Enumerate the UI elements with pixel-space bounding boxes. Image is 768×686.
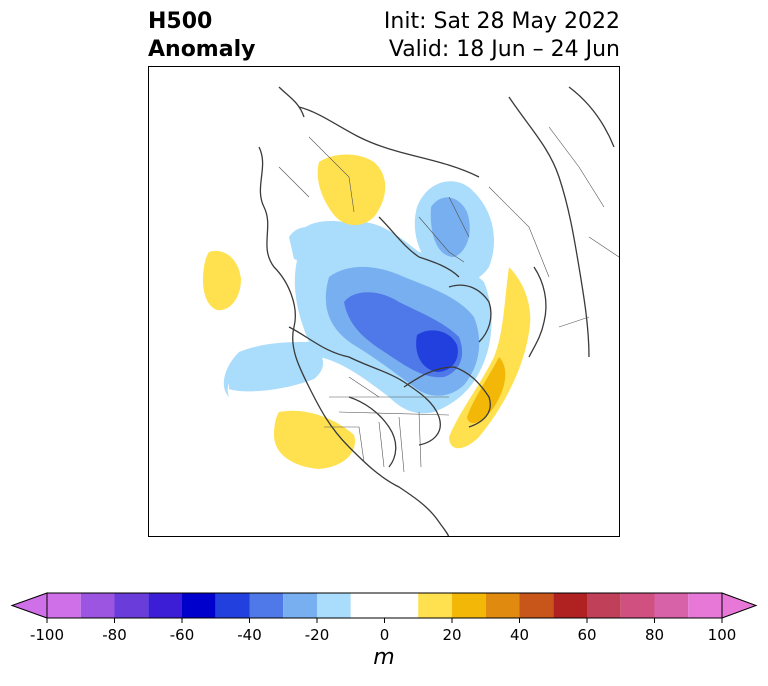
colorbar-bin [452,593,486,618]
map-panel [148,66,620,537]
coastlines [258,86,615,536]
colorbar-bin [114,593,149,618]
colorbar-tick-label: 60 [577,626,596,644]
colorbar-under-triangle [10,592,48,619]
colorbar-tick-label: -100 [30,626,64,644]
anomaly-contours [202,154,531,469]
colorbar-bin [47,593,81,618]
colorbar-bin [654,593,689,618]
anomaly-area-neg-core [416,330,458,372]
anomaly-area-pos-atlantic [449,267,531,449]
colorbar-tick-label: -20 [305,626,330,644]
colorbar-bins [47,593,722,618]
colorbar-bin [317,593,351,618]
colorbar-bin [553,593,587,618]
colorbar-over-triangle [721,592,758,619]
map-title: H500 Anomaly [148,8,255,64]
colorbar-bin [182,593,216,618]
colorbar-bin [519,593,554,618]
colorbar-bin [148,593,182,618]
anomaly-area-pos-siberia [317,154,386,226]
colorbar-ticks: -100 -80 -60 -40 -20 0 20 40 60 80 100 [30,618,736,644]
anomaly-area-pos-pacific [202,250,241,311]
colorbar-tick-label: 100 [708,626,737,644]
title-field: Anomaly [148,37,256,62]
anomaly-area-neg-light-europe [289,227,329,261]
colorbar-bin [215,593,250,618]
colorbar-tick-label: -40 [237,626,262,644]
colorbar-bin [587,593,621,618]
colorbar-bin [80,593,115,618]
colorbar-tick-label: -60 [170,626,195,644]
anomaly-area-pos-atlantic-core [467,357,506,424]
colorbar-bin [688,593,722,618]
valid-period-label: Valid: 18 Jun – 24 Jun [388,37,620,62]
colorbar-tick-label: 40 [510,626,529,644]
colorbar-unit-label: m [373,645,395,670]
colorbar-bin [418,593,452,618]
anomaly-map [202,86,619,536]
init-time-label: Init: Sat 28 May 2022 [383,9,620,34]
colorbar-bin [620,593,655,618]
borders [278,126,619,473]
colorbar-tick-label: -80 [102,626,127,644]
map-subtitle: Init: Sat 28 May 2022 Valid: 18 Jun – 24… [384,8,620,64]
colorbar-bin [249,593,284,618]
colorbar-bin [485,593,520,618]
anomaly-area-pos-us [274,410,355,469]
colorbar-bin [350,593,419,618]
colorbar-tick-label: 80 [645,626,664,644]
colorbar-tick-label: 0 [380,626,390,644]
colorbar-bin [283,593,317,618]
title-variable: H500 [148,9,213,34]
colorbar: -100 -80 -60 -40 -20 0 20 40 60 80 100 [10,592,758,644]
anomaly-area-neg-light-pacific [229,344,324,392]
colorbar-tick-label: 20 [442,626,461,644]
